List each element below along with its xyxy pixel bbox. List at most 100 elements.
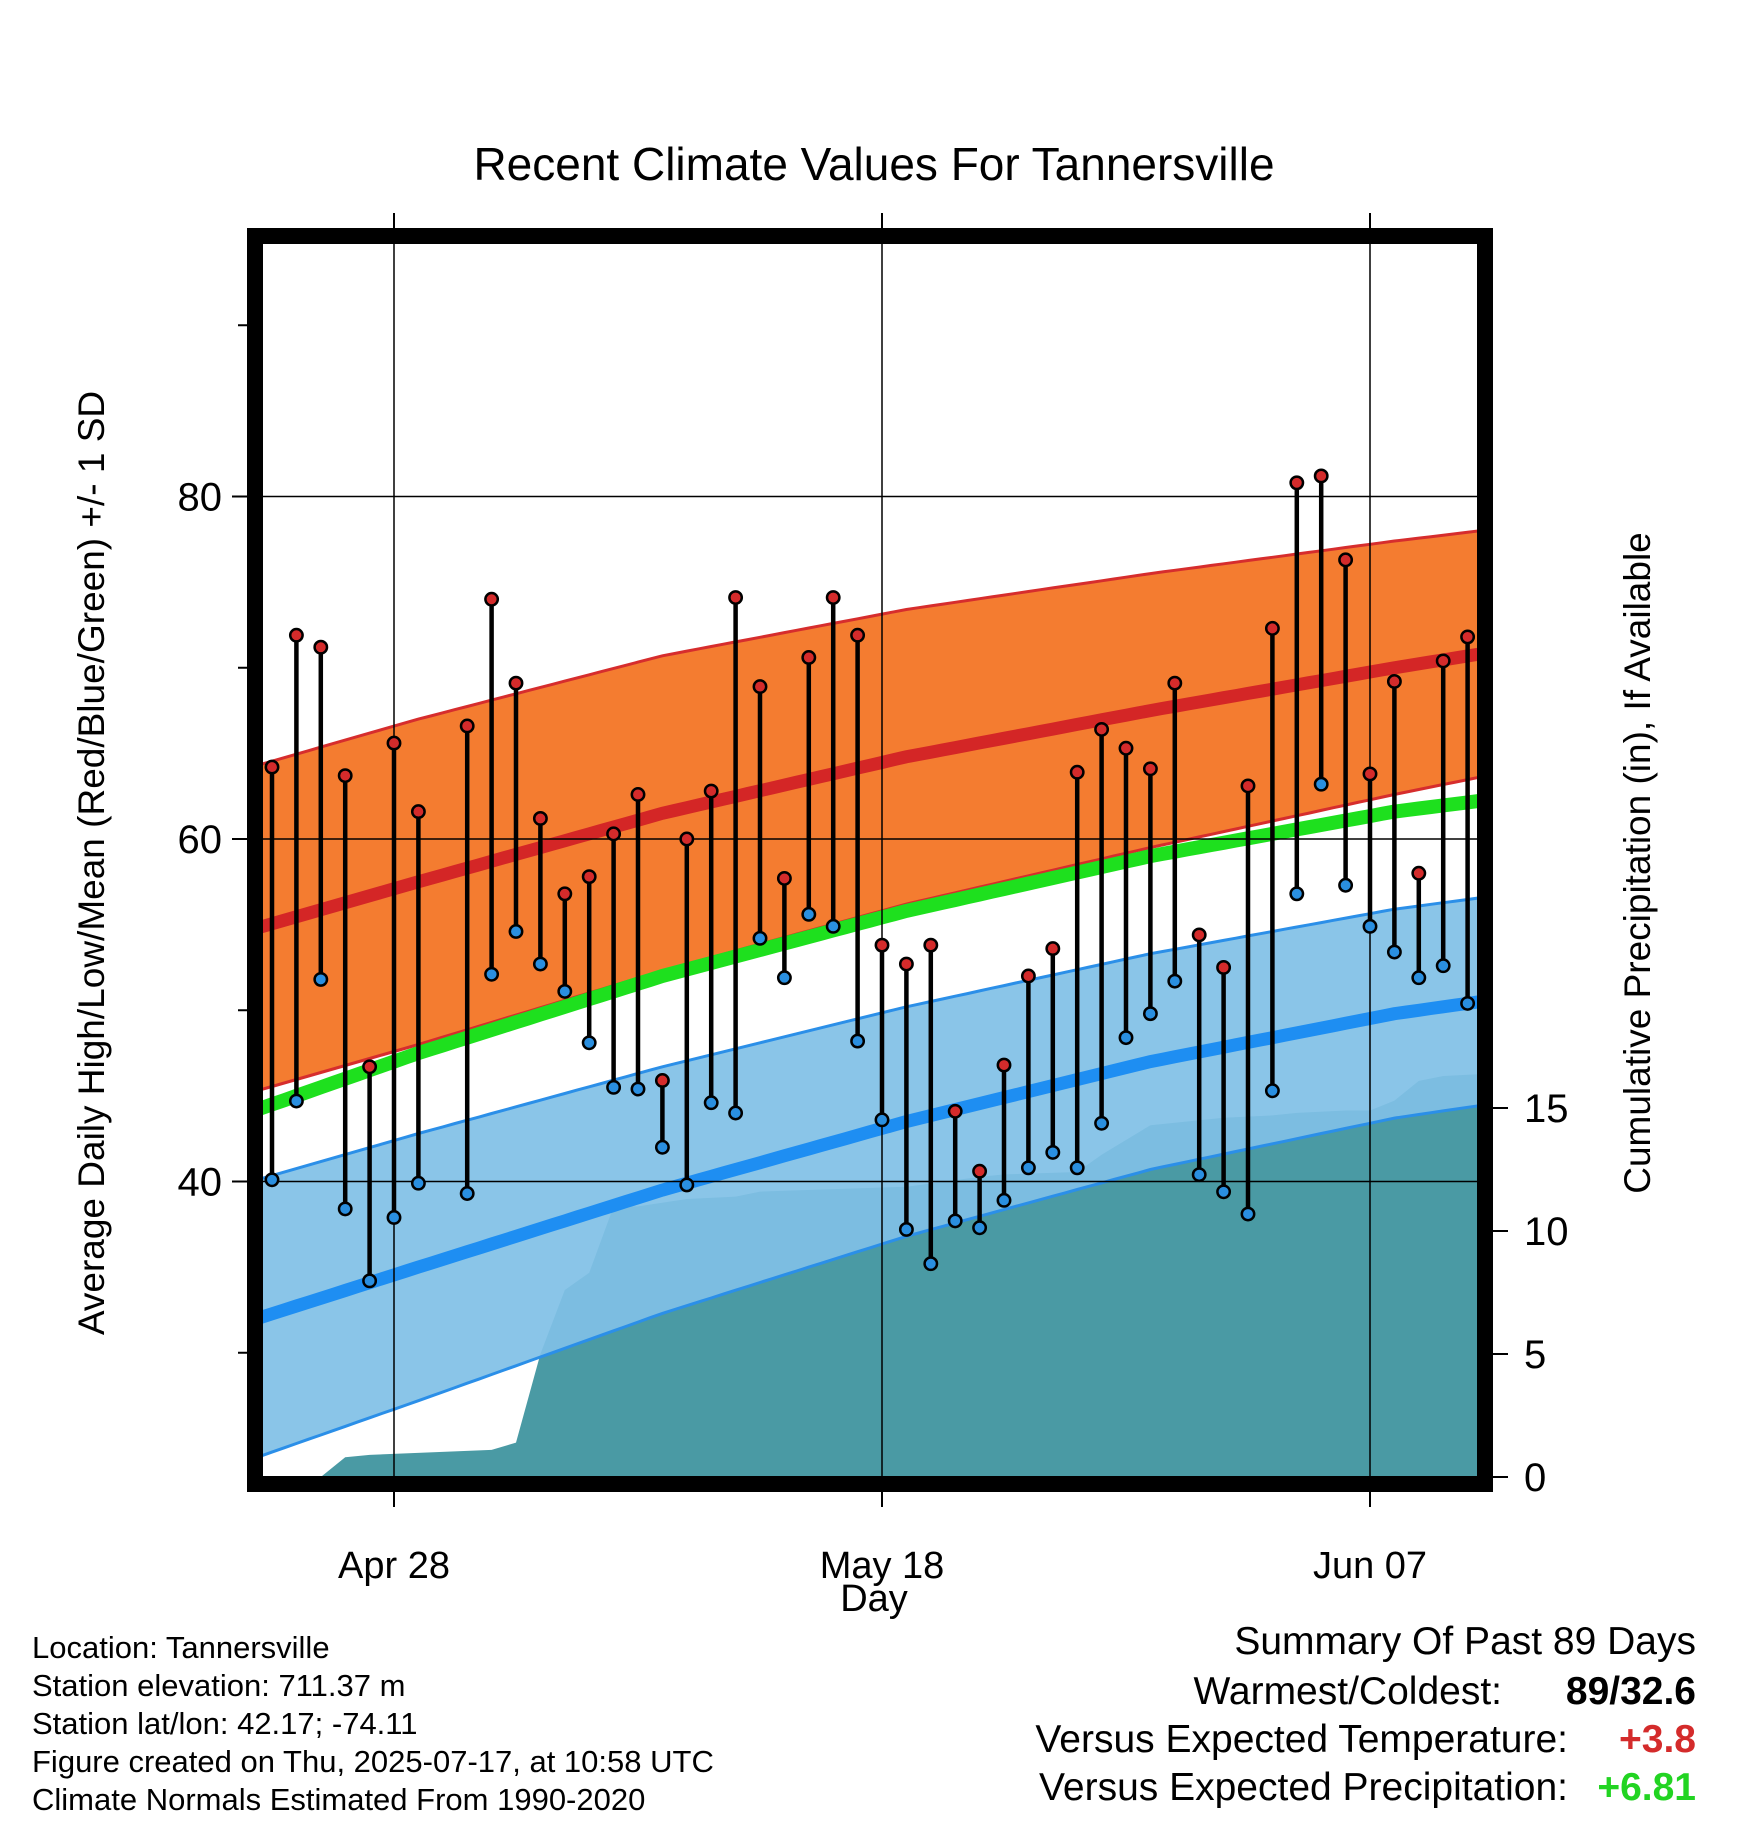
high-dot: [1705, 537, 1717, 549]
plot-frame: [247, 228, 1493, 1492]
low-dot: [1559, 1001, 1571, 1013]
high-dot: [1681, 626, 1693, 638]
low-dot: [410, 1175, 426, 1191]
low-dot: [1069, 1160, 1085, 1176]
low-dot: [1435, 958, 1451, 974]
high-dot: [508, 675, 524, 691]
high-dot: [313, 639, 329, 655]
high-dot: [1142, 761, 1158, 777]
info-location: Location: Tannersville: [32, 1630, 330, 1665]
high-dot: [679, 831, 695, 847]
y-right-tick-label: 5: [1524, 1333, 1546, 1377]
y-left-tick-label: 60: [178, 818, 223, 862]
low-dot: [728, 1105, 744, 1121]
high-dot: [850, 627, 866, 643]
low-dot: [581, 1035, 597, 1051]
high-dot: [1386, 674, 1402, 689]
high-dot: [1338, 552, 1354, 568]
high-dot: [484, 591, 500, 607]
summary-heading: Summary Of Past 89 Days: [1234, 1620, 1696, 1663]
y-right-tick-label: 0: [1524, 1456, 1546, 1500]
low-dot: [484, 966, 500, 982]
high-dot: [410, 804, 426, 820]
high-dot: [1191, 927, 1207, 943]
low-dot: [1730, 761, 1742, 773]
high-dot: [1240, 778, 1256, 794]
high-dot: [1216, 959, 1232, 975]
daily-dots: [144, 468, 1742, 1317]
low-band-lower-edge: [262, 1104, 1478, 1458]
high-dot: [996, 1057, 1012, 1073]
low-dot: [1362, 918, 1378, 934]
low-dot: [874, 1112, 890, 1128]
low-dot: [337, 1201, 353, 1217]
high-dot: [1167, 675, 1183, 691]
high-dot: [630, 787, 646, 802]
y-axis-label-right: Cumulative Precipitation (in), If Availa…: [1617, 532, 1658, 1194]
high-dot: [1045, 941, 1061, 957]
normal-high-line: [262, 647, 1478, 934]
y-axis-label-left: Average Daily High/Low/Mean (Red/Blue/Gr…: [71, 390, 112, 1336]
low-dot: [557, 983, 573, 999]
x-tick-label: Apr 28: [338, 1545, 450, 1587]
high-dot: [144, 764, 156, 776]
high-dot: [217, 949, 229, 961]
high-dot: [459, 718, 475, 734]
low-dot: [825, 918, 841, 934]
low-dot: [508, 924, 524, 939]
low-dot: [923, 1256, 939, 1272]
high-dot: [606, 826, 622, 842]
low-dot: [1705, 867, 1717, 879]
summary-precip-value: +6.81: [1597, 1766, 1696, 1809]
low-dot: [606, 1079, 622, 1095]
low-dot: [703, 1095, 719, 1111]
high-dot: [1020, 968, 1036, 984]
low-dot: [1020, 1160, 1036, 1176]
low-dot: [630, 1081, 646, 1097]
low-dot: [1411, 970, 1427, 986]
y-right-tick-label: 15: [1524, 1087, 1569, 1131]
high-dot: [168, 552, 180, 564]
low-dot: [1535, 980, 1547, 992]
low-dot: [532, 956, 548, 972]
high-dot: [1118, 740, 1134, 756]
precip-area: [262, 1074, 1478, 1477]
low-dot: [217, 1305, 229, 1317]
high-dot: [1289, 475, 1305, 491]
high-dot: [288, 627, 304, 643]
low-dot: [801, 906, 817, 922]
info-normals: Climate Normals Estimated From 1990-2020: [32, 1782, 646, 1817]
chart-title: Recent Climate Values For Tannersville: [473, 138, 1275, 190]
low-dot: [1118, 1030, 1134, 1046]
low-dot: [679, 1177, 695, 1193]
low-dot: [947, 1213, 963, 1229]
low-dot: [1583, 1001, 1595, 1013]
low-dot: [972, 1220, 988, 1236]
low-dot: [776, 970, 792, 986]
low-dot: [654, 1139, 670, 1155]
high-dot: [874, 937, 890, 953]
low-dot: [1289, 886, 1305, 902]
high-dot: [362, 1059, 378, 1075]
x-tick-label: May 18: [820, 1545, 945, 1587]
high-dot: [1657, 497, 1669, 509]
high-dot: [193, 877, 205, 889]
high-dot: [1559, 781, 1571, 793]
low-dot: [996, 1192, 1012, 1208]
high-dot: [557, 886, 573, 902]
summary-temp-value: +3.8: [1619, 1718, 1696, 1761]
info-elevation: Station elevation: 711.37 m: [32, 1668, 406, 1703]
high-dot: [1313, 468, 1329, 484]
normal-low-line: [262, 995, 1478, 1324]
low-dot: [144, 1275, 156, 1287]
daily-range-stems: [269, 475, 1470, 1281]
high-dot: [337, 768, 353, 784]
high-dot: [532, 811, 548, 826]
low-dot: [1338, 877, 1354, 893]
y-left-tick-label: 80: [178, 476, 223, 520]
summary-warm-cold-label: Warmest/Coldest:: [1193, 1670, 1502, 1713]
low-dot: [264, 1172, 280, 1188]
high-dot: [1535, 845, 1547, 857]
low-dot: [1094, 1115, 1110, 1131]
